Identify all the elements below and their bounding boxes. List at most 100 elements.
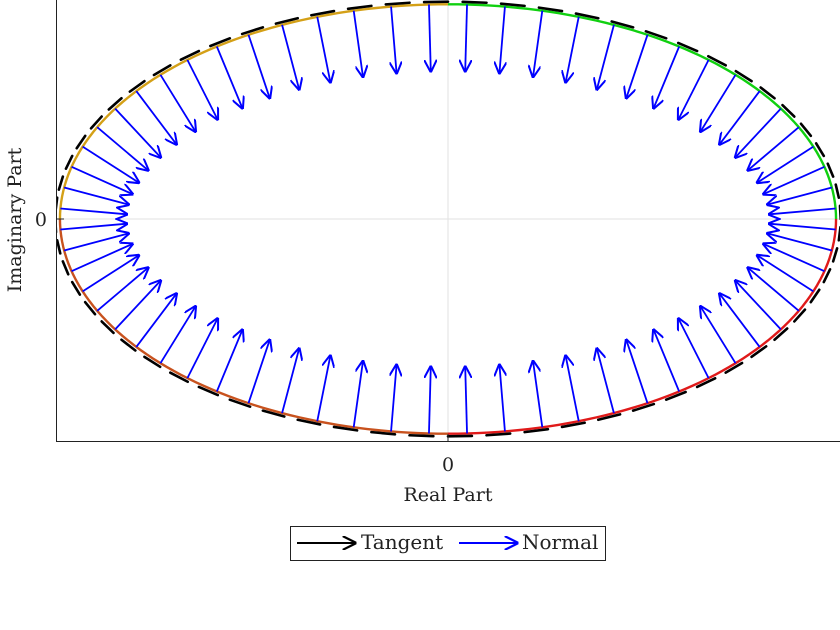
normal-arrow bbox=[82, 255, 139, 293]
normal-arrow bbox=[63, 186, 128, 204]
normal-arrow bbox=[735, 107, 782, 158]
normal-arrow bbox=[769, 208, 836, 214]
tangent-arrow bbox=[814, 142, 826, 158]
normal-arrow bbox=[96, 268, 148, 312]
normal-arrow bbox=[767, 233, 833, 252]
tangent-arrow bbox=[120, 338, 137, 352]
normal-arrow bbox=[281, 24, 299, 89]
normal-arrow bbox=[429, 367, 431, 434]
tangent-arrow bbox=[228, 398, 252, 408]
tangent-arrow bbox=[64, 154, 74, 170]
normal-arrow bbox=[60, 208, 126, 214]
normal-arrow bbox=[135, 294, 176, 348]
tangent-arrow bbox=[384, 1, 411, 6]
normal-arrow bbox=[720, 90, 761, 144]
tangent-arrow bbox=[296, 418, 322, 426]
tangent-arrow bbox=[793, 308, 807, 323]
normal-arrow bbox=[757, 145, 814, 183]
tangent-arrow bbox=[100, 320, 115, 335]
normal-arrow bbox=[352, 10, 363, 77]
normal-arrow bbox=[247, 34, 270, 98]
tangent-arrow bbox=[537, 6, 564, 13]
tangent-arrow bbox=[169, 371, 190, 384]
normal-arrow bbox=[678, 59, 710, 119]
normal-arrow bbox=[352, 361, 363, 428]
tangent-arrow bbox=[499, 2, 526, 8]
tangent-arrow bbox=[610, 20, 635, 29]
tangent-arrow bbox=[706, 54, 727, 67]
normal-arrow bbox=[186, 59, 217, 119]
normal-arrow bbox=[764, 244, 825, 273]
tangent-arrow bbox=[75, 134, 87, 150]
normal-arrow bbox=[316, 16, 330, 82]
tangent-arrow bbox=[197, 385, 220, 397]
tangent-arrow bbox=[826, 162, 835, 178]
normal-arrow bbox=[678, 319, 710, 379]
curve-segment bbox=[447, 3, 838, 220]
tangent-arrow bbox=[822, 268, 832, 284]
normal-arrow bbox=[533, 361, 544, 428]
normal-arrow bbox=[216, 330, 243, 392]
x-axis-label: Real Part bbox=[404, 484, 493, 506]
tangent-arrow bbox=[56, 239, 62, 255]
tangent-arrow bbox=[370, 430, 397, 436]
normal-arrow bbox=[63, 233, 128, 252]
normal-arrow bbox=[748, 268, 800, 312]
tangent-arrow bbox=[831, 247, 839, 263]
tangent-arrow bbox=[560, 421, 586, 429]
tangent-arrow bbox=[676, 41, 699, 53]
normal-arrow bbox=[114, 107, 160, 158]
normal-arrow bbox=[748, 126, 800, 170]
tangent-arrow bbox=[261, 409, 286, 418]
normal-arrow bbox=[159, 74, 195, 132]
ellipse-curve bbox=[58, 3, 838, 435]
normal-arrow bbox=[566, 356, 580, 422]
tangent-series bbox=[56, 0, 840, 438]
tangent-arrow bbox=[274, 16, 300, 25]
legend-box bbox=[290, 526, 606, 561]
tangent-arrow bbox=[664, 390, 687, 401]
tangent-arrow bbox=[332, 425, 359, 432]
normal-arrow bbox=[391, 365, 397, 432]
curve-segment bbox=[447, 218, 838, 435]
normal-arrow bbox=[82, 145, 139, 183]
tangent-arrow bbox=[834, 183, 840, 199]
tangent-arrow bbox=[152, 64, 172, 77]
normal-arrow bbox=[769, 224, 836, 230]
tangent-arrow bbox=[70, 280, 82, 296]
normal-arrow bbox=[429, 4, 431, 72]
tangent-arrow bbox=[750, 345, 768, 359]
normal-arrow bbox=[316, 356, 330, 422]
normal-arrow bbox=[114, 281, 160, 331]
normal-arrow bbox=[281, 349, 299, 414]
normal-arrow bbox=[60, 224, 126, 230]
tangent-arrow bbox=[523, 427, 550, 434]
tangent-arrow bbox=[57, 175, 65, 191]
normal-arrow bbox=[71, 244, 133, 273]
tangent-arrow bbox=[724, 361, 744, 374]
normal-arrow bbox=[499, 6, 505, 73]
normal-arrow bbox=[96, 126, 148, 170]
tangent-arrow bbox=[644, 30, 668, 40]
tangent-arrow bbox=[596, 413, 622, 422]
normal-arrow bbox=[533, 10, 544, 77]
curve-segment bbox=[58, 218, 449, 435]
tangent-arrow bbox=[346, 4, 373, 11]
normal-arrow bbox=[701, 306, 737, 364]
tangent-arrow bbox=[240, 26, 265, 36]
tangent-arrow bbox=[143, 355, 162, 369]
tangent-arrow bbox=[107, 96, 123, 111]
normal-arrow bbox=[465, 4, 467, 72]
normal-arrow bbox=[626, 340, 649, 404]
tangent-arrow bbox=[799, 122, 813, 138]
normal-arrow bbox=[597, 349, 615, 414]
tangent-arrow bbox=[56, 217, 58, 234]
normal-series bbox=[60, 4, 836, 434]
tangent-arrow bbox=[89, 115, 103, 130]
tangent-arrow bbox=[485, 432, 512, 437]
normal-arrow bbox=[71, 165, 133, 194]
legend-normal-label: Normal bbox=[522, 530, 598, 554]
normal-arrow bbox=[767, 186, 833, 204]
normal-arrow bbox=[654, 46, 680, 109]
